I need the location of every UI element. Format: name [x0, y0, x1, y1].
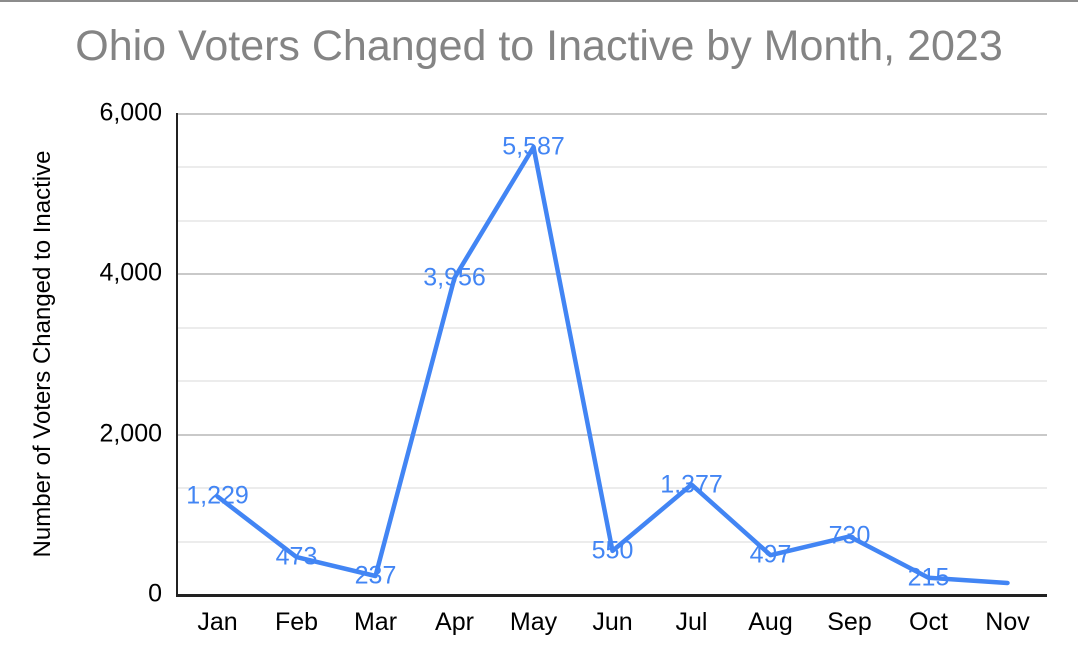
gridline-minor [178, 166, 1047, 169]
data-point-label: 237 [354, 561, 397, 590]
data-point-label: 497 [749, 540, 792, 569]
data-point-label: 550 [591, 536, 634, 565]
x-tick-label: Feb [274, 608, 319, 636]
gridline-major [178, 273, 1047, 276]
x-tick-label: May [509, 608, 558, 636]
data-point-label: 3,956 [423, 263, 486, 292]
x-tick-label: Sep [827, 608, 872, 636]
y-axis-title: Number of Voters Changed to Inactive [29, 150, 56, 558]
gridline-minor [178, 487, 1047, 490]
plot-area: 6,000 4,000 2,000 0 Jan Feb Mar Apr May Jun Jul Aug… [99, 98, 1047, 636]
y-tick-label: 0 [148, 579, 162, 608]
series-line-path [215, 144, 1010, 586]
y-tick-label: 2,000 [99, 418, 162, 447]
data-point-label: 5,587 [502, 132, 565, 161]
gridline-minor [178, 326, 1047, 329]
series-line [215, 144, 1010, 586]
chart-title: Ohio Voters Changed to Inactive by Month… [75, 22, 1003, 70]
gridline-major [178, 113, 1047, 115]
x-tick-label: Jan [197, 608, 238, 636]
gridline-major [178, 433, 1047, 436]
x-tick-label: Oct [909, 608, 948, 636]
top-divider [0, 0, 1078, 2]
x-tick-label: Nov [985, 608, 1030, 636]
x-tick-label: Mar [353, 608, 398, 636]
x-tick-label: Apr [435, 608, 474, 636]
y-tick-label: 6,000 [99, 98, 162, 127]
data-point-label: 473 [275, 542, 318, 571]
data-point-label: 730 [828, 521, 871, 550]
y-axis-line [176, 113, 178, 597]
data-point-label: 1,377 [660, 470, 723, 499]
x-tick-label: Jul [675, 608, 708, 636]
data-point-label: 1,229 [186, 481, 249, 510]
x-tick-label: Aug [748, 608, 793, 636]
x-tick-label: Jun [592, 608, 633, 636]
gridline-minor [178, 219, 1047, 222]
gridline-minor [178, 380, 1047, 383]
y-tick-label: 4,000 [99, 258, 162, 287]
data-point-label: 215 [907, 563, 950, 592]
x-axis-line [176, 594, 1047, 597]
